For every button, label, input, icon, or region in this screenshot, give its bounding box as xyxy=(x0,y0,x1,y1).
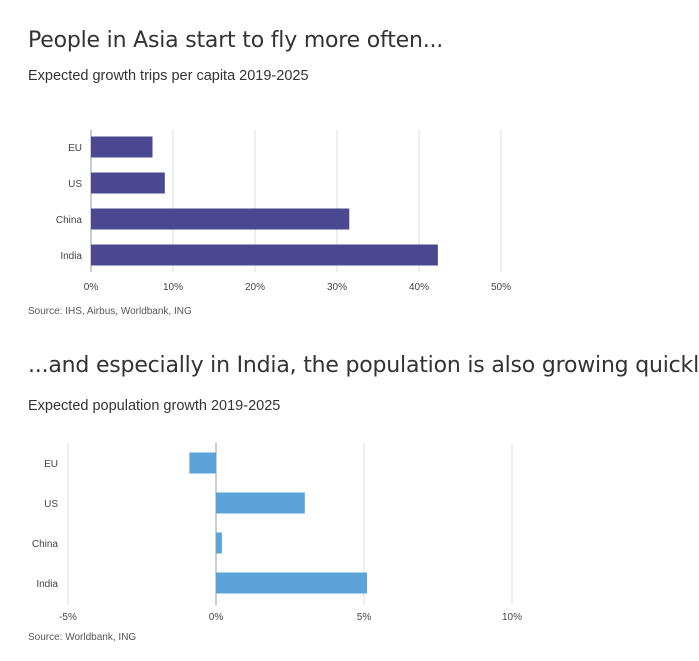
x-tick-label: 5% xyxy=(357,612,372,623)
bar-india xyxy=(216,572,367,594)
x-tick-label: 20% xyxy=(245,282,265,293)
category-label: US xyxy=(44,499,58,510)
category-label: EU xyxy=(68,143,82,154)
x-tick-label: 10% xyxy=(163,282,183,293)
category-label: India xyxy=(60,251,82,262)
bar-eu xyxy=(91,136,153,158)
bar-china xyxy=(216,532,222,554)
chart-2-subtitle: Expected population growth 2019-2025 xyxy=(28,398,281,414)
x-tick-label: 40% xyxy=(409,282,429,293)
bar-china xyxy=(91,208,350,230)
category-label: EU xyxy=(44,459,58,470)
chart-1-source: Source: IHS, Airbus, Worldbank, ING xyxy=(28,306,192,317)
bar-us xyxy=(91,172,165,194)
chart-2-source: Source: Worldbank, ING xyxy=(28,632,137,643)
category-label: India xyxy=(36,579,58,590)
chart-1-plot: 0% 10% 20% 30% 40% 50% EU US China India xyxy=(56,130,511,293)
chart-2-title: ...and especially in India, the populati… xyxy=(28,353,699,378)
x-tick-label: 30% xyxy=(327,282,347,293)
category-label: China xyxy=(56,215,83,226)
x-tick-label: -5% xyxy=(59,612,77,623)
category-label: China xyxy=(32,539,59,550)
chart-2-plot: -5% 0% 5% 10% EU US China India xyxy=(32,443,522,623)
chart-1-title: People in Asia start to fly more often..… xyxy=(28,28,444,53)
bar-india xyxy=(91,244,438,266)
x-tick-label: 0% xyxy=(209,612,224,623)
x-tick-label: 10% xyxy=(502,612,522,623)
bar-us xyxy=(216,492,305,514)
bar-eu xyxy=(189,452,216,474)
x-tick-label: 50% xyxy=(491,282,511,293)
x-tick-label: 0% xyxy=(84,282,99,293)
chart-1-subtitle: Expected growth trips per capita 2019-20… xyxy=(28,68,309,84)
category-label: US xyxy=(68,179,82,190)
